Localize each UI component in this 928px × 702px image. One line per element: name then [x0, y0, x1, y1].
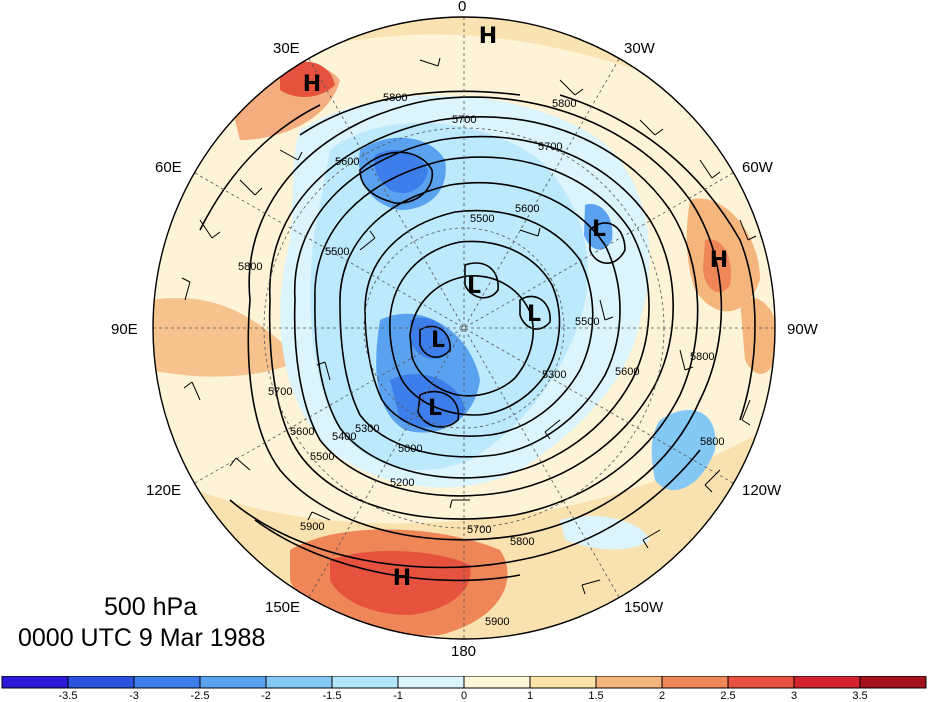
colorbar-tick-label: -1 — [393, 690, 403, 702]
pressure-centers: H H H H L L L L L — [303, 24, 728, 591]
colorbar-swatch — [859, 676, 927, 689]
low-center-marker: L — [467, 274, 481, 299]
colorbar-swatch — [595, 676, 663, 689]
colorbar-swatch — [331, 676, 399, 689]
high-center-marker: H — [479, 24, 497, 49]
colorbar-swatch — [67, 676, 135, 689]
colorbar-swatch — [727, 676, 795, 689]
colorbar-swatch — [661, 676, 729, 689]
contour-label: 5400 — [332, 431, 356, 443]
contour-label: 5800 — [510, 536, 534, 548]
map-field: 5800 5700 5800 5700 5600 5500 5600 5500 … — [153, 17, 775, 639]
colorbar-swatch — [265, 676, 333, 689]
contour-label: 5700 — [268, 386, 292, 398]
colorbar-tick-label: 3.5 — [852, 690, 868, 702]
contour-label: 5500 — [575, 316, 599, 328]
contour-label: 5800 — [700, 436, 724, 448]
lon-label-120e: 120E — [146, 482, 182, 499]
contour-label: 5500 — [310, 451, 334, 463]
colorbar-swatch — [397, 676, 465, 689]
colorbar-swatch — [463, 676, 531, 689]
colorbar-swatch — [133, 676, 201, 689]
colorbar-tick-label: 3 — [790, 690, 798, 702]
lon-label-180: 180 — [451, 643, 477, 660]
colorbar-tick-label: -1.5 — [322, 690, 342, 702]
time-label: 0000 UTC 9 Mar 1988 — [18, 624, 266, 652]
low-center-marker: L — [431, 328, 445, 353]
high-center-marker: H — [710, 248, 728, 273]
contour-label: 5800 — [383, 92, 407, 104]
colorbar-tick-label: -2 — [261, 690, 271, 702]
contour-labels: 5800 5700 5800 5700 5600 5500 5600 5500 … — [238, 92, 724, 628]
polar-map: 5800 5700 5800 5700 5600 5500 5600 5500 … — [152, 16, 776, 640]
contour-label: 5700 — [538, 141, 562, 153]
height-contours — [199, 90, 756, 582]
contour-label: 5500 — [325, 246, 349, 258]
contour-label: 5600 — [515, 203, 539, 215]
lon-label-90w: 90W — [787, 321, 818, 338]
low-center-marker: L — [428, 396, 442, 421]
contour-label: 5600 — [335, 156, 359, 168]
contour-label: 5800 — [690, 351, 714, 363]
contour-label: 5300 — [542, 369, 566, 381]
contour-label: 5900 — [300, 521, 324, 533]
lon-label-30e: 30E — [273, 40, 300, 57]
contour-label: 5700 — [452, 114, 476, 126]
colorbar-tick-label: -3 — [129, 690, 139, 702]
colorbar-tick-label: 2 — [658, 690, 666, 702]
map-boundary — [152, 16, 776, 640]
lon-label-150e: 150E — [265, 599, 301, 616]
high-center-marker: H — [303, 72, 321, 97]
lon-label-150w: 150W — [624, 599, 664, 616]
contour-label: 5900 — [485, 616, 509, 628]
colorbar-swatch — [793, 676, 861, 689]
colorbar — [1, 676, 927, 689]
graticule — [153, 17, 775, 639]
level-label: 500 hPa — [104, 593, 198, 621]
colorbar-tick-label: 1 — [526, 690, 534, 702]
colorbar-tick-label: -2.5 — [190, 690, 210, 702]
contour-label: 5300 — [355, 423, 379, 435]
lon-label-30w: 30W — [624, 40, 655, 57]
wind-barbs — [181, 57, 757, 595]
colorbar-swatch — [529, 676, 597, 689]
contour-label: 5200 — [390, 477, 414, 489]
colorbar-swatch — [199, 676, 267, 689]
lon-label-120w: 120W — [742, 482, 782, 499]
contour-label: 5700 — [467, 524, 491, 536]
colorbar-swatch — [1, 676, 69, 689]
contour-label: 5600 — [615, 366, 639, 378]
colorbar-tick-label: -3.5 — [58, 690, 78, 702]
lon-label-0: 0 — [458, 0, 467, 15]
lon-label-60w: 60W — [742, 159, 773, 176]
colorbar-tick-label: 2.5 — [720, 690, 736, 702]
lon-label-90e: 90E — [111, 321, 138, 338]
contour-label: 5800 — [238, 261, 262, 273]
low-center-marker: L — [592, 217, 606, 242]
contour-label: 5500 — [470, 213, 494, 225]
high-center-marker: H — [393, 566, 411, 591]
contour-label: 5600 — [290, 426, 314, 438]
contour-label: 5000 — [398, 443, 422, 455]
colorbar-tick-label: 1.5 — [588, 690, 604, 702]
lon-label-60e: 60E — [155, 159, 182, 176]
contour-label: 5800 — [552, 98, 576, 110]
colorbar-tick-label: 0 — [460, 690, 468, 702]
low-center-marker: L — [527, 302, 541, 327]
